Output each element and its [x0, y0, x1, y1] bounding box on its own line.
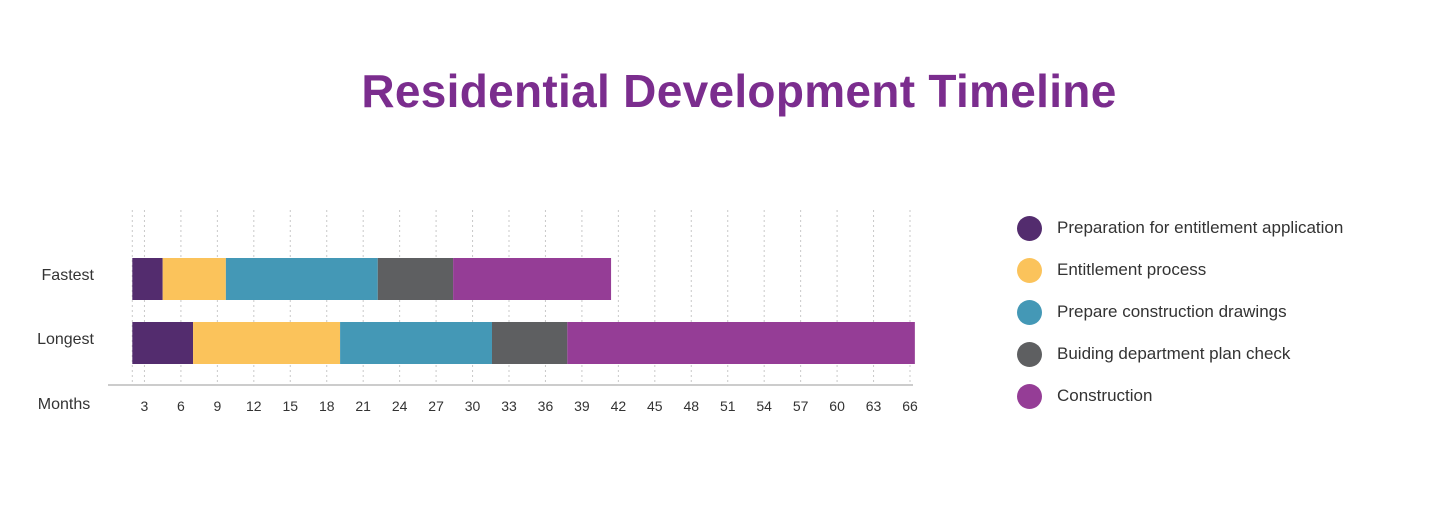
- legend-label: Prepare construction drawings: [1057, 302, 1287, 321]
- x-tick-label: 3: [141, 398, 149, 414]
- x-tick-label: 51: [720, 398, 736, 414]
- bar-segment: [377, 258, 454, 300]
- x-tick-labels: 3 6 9 12 15 18 21 24 27 30 33 36 39 42 45 48 51 54 57 60 63 6…: [141, 398, 918, 414]
- legend-swatch: [1017, 299, 1042, 325]
- x-tick-label: 33: [501, 398, 517, 414]
- x-tick-label: 30: [465, 398, 481, 414]
- legend-swatch: [1017, 341, 1042, 367]
- x-tick-label: 63: [866, 398, 882, 414]
- bars: [132, 258, 915, 364]
- legend-swatch: [1017, 383, 1042, 409]
- legend-swatch: [1017, 257, 1042, 283]
- legend-item: Prepare construction drawings: [1017, 291, 1343, 333]
- x-tick-label: 12: [246, 398, 262, 414]
- bar-segment: [162, 258, 226, 300]
- legend-label: Preparation for entitlement application: [1057, 218, 1344, 237]
- category-label: Longest: [37, 331, 94, 348]
- x-tick-label: 15: [282, 398, 298, 414]
- x-tick-label: 42: [611, 398, 627, 414]
- bar-segment: [132, 258, 163, 300]
- x-axis-label: Months: [38, 396, 90, 413]
- legend-item: Buiding department plan check: [1017, 333, 1343, 375]
- bar-segment: [567, 322, 915, 364]
- legend-label: Buiding department plan check: [1057, 344, 1291, 363]
- x-tick-label: 66: [902, 398, 918, 414]
- x-tick-label: 21: [355, 398, 371, 414]
- category-labels: Fastest Longest: [37, 267, 94, 348]
- x-tick-label: 54: [756, 398, 772, 414]
- x-tick-label: 57: [793, 398, 809, 414]
- legend-item: Preparation for entitlement application: [1017, 207, 1343, 249]
- x-tick-label: 6: [177, 398, 185, 414]
- bar-segment: [340, 322, 492, 364]
- category-label: Fastest: [42, 267, 95, 284]
- x-tick-label: 27: [428, 398, 444, 414]
- bar-segment: [491, 322, 568, 364]
- legend-label: Entitlement process: [1057, 260, 1207, 279]
- bar-segment: [193, 322, 341, 364]
- chart-title: Residential Development Timeline: [361, 65, 1117, 117]
- x-tick-label: 24: [392, 398, 408, 414]
- x-tick-label: 18: [319, 398, 335, 414]
- x-tick-label: 60: [829, 398, 845, 414]
- legend-label: Construction: [1057, 386, 1153, 405]
- bar-segment: [453, 258, 612, 300]
- x-tick-label: 48: [683, 398, 699, 414]
- x-tick-label: 9: [213, 398, 221, 414]
- x-tick-label: 39: [574, 398, 590, 414]
- x-tick-label: 45: [647, 398, 663, 414]
- legend-item: Entitlement process: [1017, 249, 1343, 291]
- legend-item: Construction: [1017, 375, 1343, 417]
- x-tick-label: 36: [538, 398, 554, 414]
- legend-swatch: [1017, 215, 1042, 241]
- legend: Preparation for entitlement application E…: [1017, 207, 1343, 417]
- bar-segment: [132, 322, 194, 364]
- bar-segment: [225, 258, 378, 300]
